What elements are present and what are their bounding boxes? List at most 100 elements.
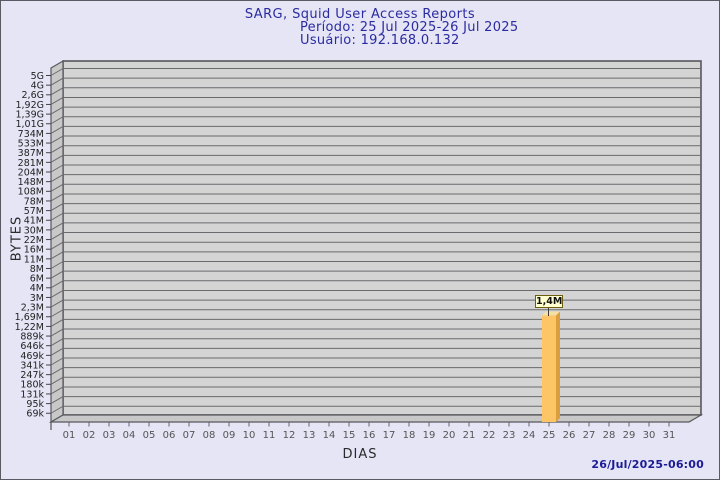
- grid-depth-tick: [50, 299, 64, 308]
- grid-depth-tick: [50, 116, 64, 125]
- bar-day-25: [542, 315, 556, 422]
- x-tick-label: 25: [543, 430, 556, 441]
- y-tick-label: 57M: [24, 206, 44, 217]
- y-tick-label: 646k: [20, 341, 44, 352]
- x-tick-label: 16: [363, 430, 376, 441]
- y-tick-label: 281M: [18, 158, 44, 169]
- y-tick-label: 4M: [30, 283, 44, 294]
- bar-side-face: [556, 311, 560, 422]
- grid-depth-tick: [50, 232, 64, 240]
- x-tick-label: 08: [203, 430, 216, 441]
- grid-depth-tick: [50, 357, 64, 366]
- y-tick-label: 8M: [30, 264, 44, 275]
- grid-depth-tick: [50, 77, 64, 86]
- y-tick-label: 734M: [18, 129, 44, 140]
- grid-depth-tick: [50, 193, 64, 202]
- grid-depth-tick: [50, 309, 64, 318]
- y-tick-label: 6M: [30, 274, 44, 285]
- grid-depth-tick: [50, 174, 64, 183]
- grid-depth-tick: [50, 97, 64, 105]
- grid-depth-tick: [50, 164, 64, 173]
- bar-value-flag: 1,4M: [535, 295, 563, 308]
- y-tick-label: 108M: [18, 187, 44, 198]
- y-tick-label: 533M: [18, 138, 44, 149]
- x-tick-label: 17: [383, 430, 396, 441]
- x-tick-label: 22: [483, 430, 496, 441]
- grid-depth-tick: [50, 241, 64, 250]
- x-tick-label: 24: [523, 430, 536, 441]
- bar-value-flag-stem: [548, 308, 549, 316]
- x-tick-label: 07: [183, 430, 196, 441]
- x-tick-label: 18: [403, 430, 416, 441]
- y-tick-label: 1,69M: [15, 312, 44, 323]
- y-tick-label: 2,6G: [22, 90, 44, 101]
- grid-depth-tick: [50, 87, 64, 96]
- y-tick-label: 1,39G: [15, 110, 44, 121]
- grid-depth-tick: [50, 145, 64, 154]
- grid-depth-tick: [50, 222, 64, 231]
- y-tick-label: 5G: [31, 71, 44, 82]
- grid-depth-tick: [50, 261, 64, 269]
- grid-depth-tick: [50, 203, 64, 212]
- grid-depth-tick: [50, 376, 64, 385]
- x-tick-label: 14: [323, 430, 336, 441]
- y-tick-label: 180k: [20, 380, 44, 391]
- generation-timestamp: 26/Jul/2025-06:00: [591, 458, 704, 471]
- y-tick-label: 16M: [24, 245, 44, 256]
- report-period: Período: 25 Jul 2025-26 Jul 2025: [300, 20, 519, 35]
- y-tick-label: 889k: [20, 331, 44, 342]
- x-axis-title: DIAS: [342, 447, 378, 462]
- y-tick-label: 3M: [30, 293, 44, 304]
- grid-depth-tick: [50, 135, 64, 144]
- y-tick-label: 41M: [24, 216, 44, 227]
- x-tick-label: 04: [123, 430, 136, 441]
- plot-back-wall: [62, 60, 702, 416]
- x-tick-label: 29: [623, 430, 636, 441]
- grid-depth-tick: [50, 386, 64, 395]
- y-tick-label: 131k: [20, 389, 44, 400]
- page-title: SARG, Squid User Access Reports: [244, 7, 476, 22]
- x-tick-label: 03: [103, 430, 116, 441]
- y-axis-title: BYTES: [9, 215, 25, 262]
- y-tick-label: 341k: [20, 360, 44, 371]
- grid-depth-tick: [50, 183, 64, 192]
- x-tick-label: 26: [563, 430, 576, 441]
- y-tick-label: 69k: [26, 409, 44, 420]
- x-tick-label: 13: [303, 430, 316, 441]
- bar-top-face: [542, 311, 560, 316]
- y-tick-label: 247k: [20, 370, 44, 381]
- x-tick-label: 01: [63, 430, 76, 441]
- plot-left-wall: [50, 59, 64, 424]
- grid-depth-tick: [50, 280, 64, 289]
- y-tick-label: 204M: [18, 167, 44, 178]
- y-tick-label: 1,01G: [15, 119, 44, 130]
- y-tick-label: 11M: [24, 254, 44, 265]
- x-tick-label: 09: [223, 430, 236, 441]
- y-tick-label: 1,22M: [15, 322, 44, 333]
- x-tick-label: 31: [663, 430, 676, 441]
- y-tick-label: 1,92G: [15, 100, 44, 111]
- report-user: Usuário: 192.168.0.132: [300, 33, 460, 48]
- grid-depth-tick: [50, 68, 64, 76]
- grid-depth-tick: [50, 338, 64, 347]
- y-tick-label: 2,3M: [21, 303, 44, 314]
- grid-depth-tick: [50, 328, 64, 337]
- x-tick-label: 11: [263, 430, 276, 441]
- x-tick-label: 21: [463, 430, 476, 441]
- y-tick-label: 4G: [31, 81, 44, 92]
- x-tick-label: 27: [583, 430, 596, 441]
- grid-depth-tick: [50, 125, 64, 134]
- x-tick-label: 15: [343, 430, 356, 441]
- grid-depth-tick: [50, 212, 64, 221]
- y-tick-label: 387M: [18, 148, 44, 159]
- grid-depth-tick: [50, 405, 64, 414]
- y-tick-label: 95k: [26, 399, 44, 410]
- y-tick-label: 469k: [20, 351, 44, 362]
- grid-depth-tick: [50, 318, 64, 327]
- grid-depth-tick: [50, 270, 64, 279]
- x-tick-label: 20: [443, 430, 456, 441]
- x-tick-label: 23: [503, 430, 516, 441]
- grid-depth-tick: [50, 367, 64, 376]
- x-tick-label: 19: [423, 430, 436, 441]
- y-tick-label: 78M: [24, 196, 44, 207]
